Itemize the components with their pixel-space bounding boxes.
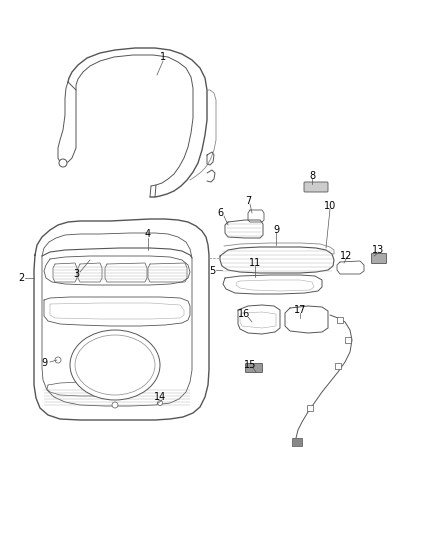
Circle shape	[55, 357, 61, 363]
Text: 8: 8	[309, 171, 315, 181]
FancyBboxPatch shape	[304, 182, 328, 192]
Text: 5: 5	[209, 266, 215, 276]
Text: 1: 1	[160, 52, 166, 62]
Circle shape	[112, 402, 118, 408]
Text: 9: 9	[41, 358, 47, 368]
Text: 10: 10	[324, 201, 336, 211]
Text: 14: 14	[154, 392, 166, 402]
Ellipse shape	[75, 335, 155, 395]
Text: 15: 15	[244, 360, 256, 370]
Text: 17: 17	[294, 305, 306, 315]
Text: 3: 3	[73, 269, 79, 279]
FancyBboxPatch shape	[246, 364, 262, 373]
Text: 6: 6	[217, 208, 223, 218]
Bar	[335, 363, 341, 369]
Bar	[307, 405, 313, 411]
Text: 7: 7	[245, 196, 251, 206]
Bar	[345, 337, 351, 343]
Text: 4: 4	[145, 229, 151, 239]
Text: 13: 13	[372, 245, 384, 255]
Bar	[337, 317, 343, 323]
Ellipse shape	[70, 330, 160, 400]
Text: 2: 2	[18, 273, 24, 283]
FancyBboxPatch shape	[371, 254, 386, 263]
Circle shape	[158, 400, 162, 406]
Text: 12: 12	[340, 251, 352, 261]
Bar	[292, 438, 302, 446]
Text: 9: 9	[273, 225, 279, 235]
Circle shape	[59, 159, 67, 167]
Text: 11: 11	[249, 258, 261, 268]
Text: 16: 16	[238, 309, 250, 319]
